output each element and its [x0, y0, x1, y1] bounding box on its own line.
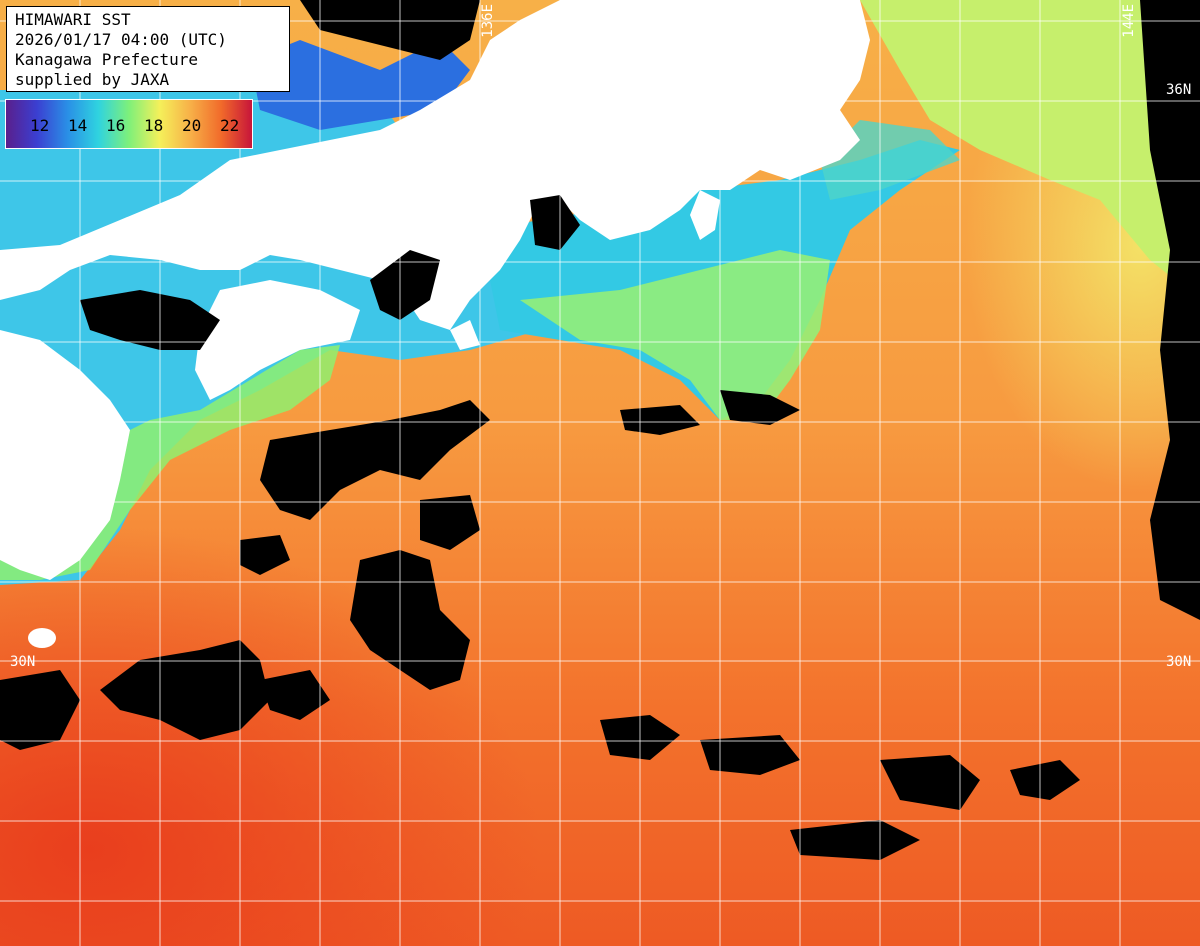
data-credit: supplied by JAXA	[15, 70, 170, 89]
cloud-south-2	[700, 735, 800, 775]
land-kyushu	[0, 330, 130, 580]
cloud-ise-bay	[530, 195, 580, 250]
lat-label-30n-left: 30N	[10, 654, 36, 670]
legend-label-18: 18	[144, 116, 164, 135]
lon-label-136e: 136E	[480, 4, 496, 38]
cloud-north-strip	[300, 0, 480, 60]
legend-label-20: 20	[182, 116, 202, 135]
info-box: HIMAWARI SST 2026/01/17 04:00 (UTC) Kana…	[6, 6, 290, 92]
legend-label-16: 16	[106, 116, 126, 135]
legend-label-22: 22	[220, 116, 240, 135]
lat-label-30n-right: 30N	[1166, 654, 1192, 670]
cloud-seto-inland-sea	[80, 290, 220, 350]
cloud-central-band-4	[100, 640, 270, 740]
cloud-central-band-2	[420, 495, 480, 550]
northern-blue-strip	[250, 40, 470, 130]
cloud-south-4	[1010, 760, 1080, 800]
lon-label-144e: 144E	[1121, 4, 1137, 38]
northeast-yellow-green	[860, 0, 1200, 300]
land-shikoku	[195, 280, 360, 400]
cloud-central-band-1	[260, 400, 490, 520]
cloud-osaka-bay	[370, 250, 440, 320]
cloud-central-band-3	[350, 550, 470, 690]
cloud-southwest-1	[0, 670, 80, 750]
observation-datetime: 2026/01/17 04:00 (UTC)	[15, 30, 227, 49]
product-title: HIMAWARI SST	[15, 10, 131, 29]
cloud-central-band-5	[260, 670, 330, 720]
legend-label-14: 14	[68, 116, 88, 135]
legend-label-12: 12	[30, 116, 50, 135]
cloud-south-5	[790, 820, 920, 860]
land-small-island	[28, 628, 56, 648]
cloud-east-strip	[1140, 0, 1200, 620]
temperature-legend: 12 14 16 18 20 22	[5, 99, 253, 149]
legend-labels: 12 14 16 18 20 22	[30, 116, 242, 135]
cloud-central-izu-1	[720, 390, 800, 425]
cloud-south-3	[880, 755, 980, 810]
region-name: Kanagawa Prefecture	[15, 50, 199, 69]
land-izu-peninsula	[690, 190, 720, 240]
cloud-central-band-6	[240, 535, 290, 575]
lat-label-36n: 36N	[1166, 82, 1192, 98]
coastal-green-central	[520, 250, 830, 420]
land-honshu	[0, 0, 870, 330]
